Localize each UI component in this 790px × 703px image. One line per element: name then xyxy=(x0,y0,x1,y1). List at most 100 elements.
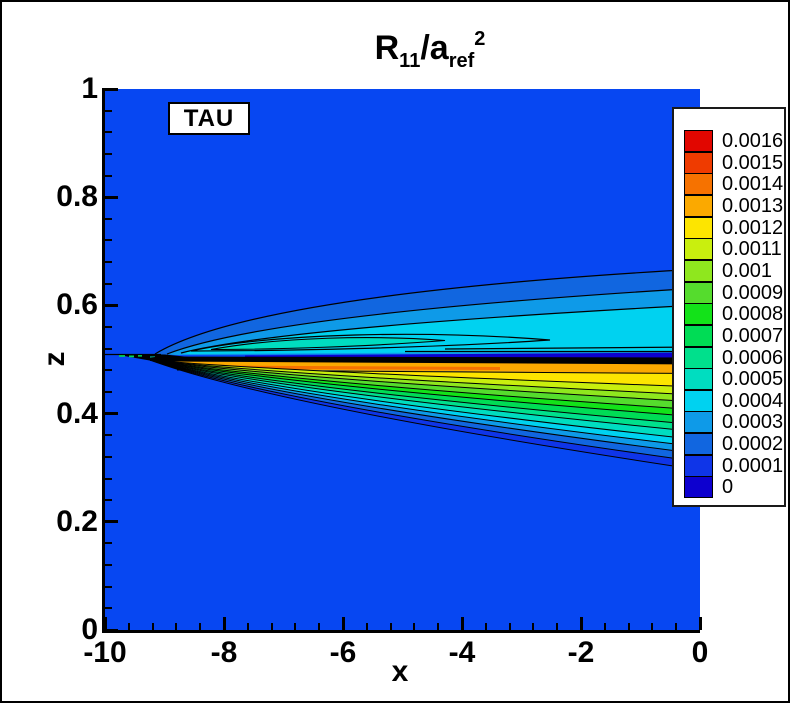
legend-swatch xyxy=(684,259,713,282)
legend-swatch xyxy=(684,389,713,412)
x-minor-tick xyxy=(175,623,178,630)
lower-fan-contour-line xyxy=(149,359,700,471)
tau-annotation-badge: TAU xyxy=(168,102,250,135)
x-tick-label: -8 xyxy=(210,636,238,669)
lower-fan-contour-line xyxy=(149,359,700,388)
z-minor-tick xyxy=(105,347,112,350)
x-minor-tick xyxy=(294,623,297,630)
z-minor-tick xyxy=(105,434,112,437)
lower-fan xyxy=(149,359,700,471)
x-major-tick xyxy=(341,617,345,630)
z-minor-tick xyxy=(105,499,112,502)
legend-label: 0.0003 xyxy=(722,411,784,434)
legend-label: 0.0002 xyxy=(722,433,784,456)
x-minor-tick xyxy=(199,623,202,630)
x-minor-tick xyxy=(603,623,606,630)
lower-fan-contour-line xyxy=(149,359,700,463)
z-minor-tick xyxy=(105,607,112,610)
x-minor-tick xyxy=(270,623,273,630)
plot-title: R11/aref2 xyxy=(375,28,486,73)
x-major-tick xyxy=(698,617,702,630)
lower-fan-contour-line xyxy=(149,359,700,396)
contour-legend: 0.0016 0.0015 0.0014 0.0013 0.0012 0.0011 0.00… xyxy=(672,107,786,507)
x-minor-tick xyxy=(151,623,154,630)
upper-contour-lines xyxy=(154,268,700,355)
x-tick-label: -4 xyxy=(448,636,476,669)
legend-swatch xyxy=(684,281,713,304)
z-tick-label: 0.6 xyxy=(56,288,98,322)
z-axis-title: z xyxy=(38,351,71,367)
title-subscript-11: 11 xyxy=(399,50,421,72)
lower-fan-contour-line xyxy=(149,359,700,441)
lower-fan-contour-line xyxy=(149,359,700,448)
x-minor-tick xyxy=(437,623,440,630)
x-axis-title: x xyxy=(391,655,409,688)
x-minor-tick xyxy=(127,623,130,630)
legend-label: 0.0011 xyxy=(722,238,782,261)
x-tick-label: -10 xyxy=(83,636,127,669)
z-minor-tick xyxy=(105,261,112,264)
legend-label: 0.0012 xyxy=(722,216,784,239)
z-minor-tick xyxy=(105,369,112,372)
lower-fan-contour-line xyxy=(149,359,700,418)
legend-swatch xyxy=(684,303,713,326)
z-minor-tick xyxy=(105,109,112,112)
legend-swatch xyxy=(684,368,713,391)
legend-label: 0.0007 xyxy=(722,324,784,347)
z-minor-tick xyxy=(105,239,112,242)
title-subscript-ref: ref xyxy=(448,50,475,72)
z-minor-tick xyxy=(105,564,112,567)
legend-label: 0.0014 xyxy=(722,173,784,196)
legend-swatch xyxy=(684,476,713,499)
legend-swatch xyxy=(684,433,713,456)
z-major-tick xyxy=(105,412,118,416)
lower-fan-contour-line xyxy=(149,359,700,403)
x-tick-label: 0 xyxy=(691,636,709,669)
z-major-tick xyxy=(105,303,118,307)
legend-swatch xyxy=(684,194,713,217)
x-minor-tick xyxy=(627,623,630,630)
z-minor-tick xyxy=(105,455,112,458)
centerline-navy-stripe xyxy=(245,352,700,358)
z-major-tick xyxy=(105,520,118,524)
z-major-tick xyxy=(105,195,118,199)
plot-area xyxy=(105,89,700,630)
legend-swatch xyxy=(684,173,713,196)
x-major-tick xyxy=(579,617,583,630)
upper-lens-0005 xyxy=(210,337,446,351)
z-minor-tick xyxy=(105,131,112,134)
legend-label: 0.0001 xyxy=(722,454,784,477)
x-minor-tick xyxy=(318,623,321,630)
lower-fan-contour-line xyxy=(149,359,700,426)
yellow-band-00012 xyxy=(150,360,700,387)
legend-label: 0.0005 xyxy=(722,368,784,391)
x-minor-tick xyxy=(365,623,368,630)
x-axis-line xyxy=(102,630,700,633)
x-major-tick xyxy=(460,617,464,630)
z-tick-label: 0 xyxy=(81,613,98,646)
z-tick-label: 0.8 xyxy=(56,180,98,214)
title-exponent: 2 xyxy=(474,28,486,50)
legend-label: 0.0004 xyxy=(722,389,784,412)
x-major-tick xyxy=(103,617,107,630)
z-minor-tick xyxy=(105,217,112,220)
x-minor-tick xyxy=(389,623,392,630)
z-tick-label: 0.4 xyxy=(56,396,98,430)
lower-fan-contour-line xyxy=(149,359,700,455)
x-minor-tick xyxy=(651,623,654,630)
lower-fan-band xyxy=(150,360,700,432)
z-minor-tick xyxy=(105,326,112,329)
legend-swatch xyxy=(684,324,713,347)
lower-fan-contour-line xyxy=(149,359,700,433)
z-minor-tick xyxy=(105,585,112,588)
z-minor-tick xyxy=(105,174,112,177)
x-major-tick xyxy=(222,617,226,630)
legend-label: 0.0016 xyxy=(722,130,784,152)
x-minor-tick xyxy=(508,623,511,630)
title-divide-a: /a xyxy=(420,29,449,67)
z-major-tick xyxy=(105,628,118,632)
lower-fan-contour-line xyxy=(149,359,700,411)
title-symbol: R xyxy=(374,29,400,67)
legend-label: 0.0015 xyxy=(722,151,784,174)
legend-label: 0.0006 xyxy=(722,346,784,369)
